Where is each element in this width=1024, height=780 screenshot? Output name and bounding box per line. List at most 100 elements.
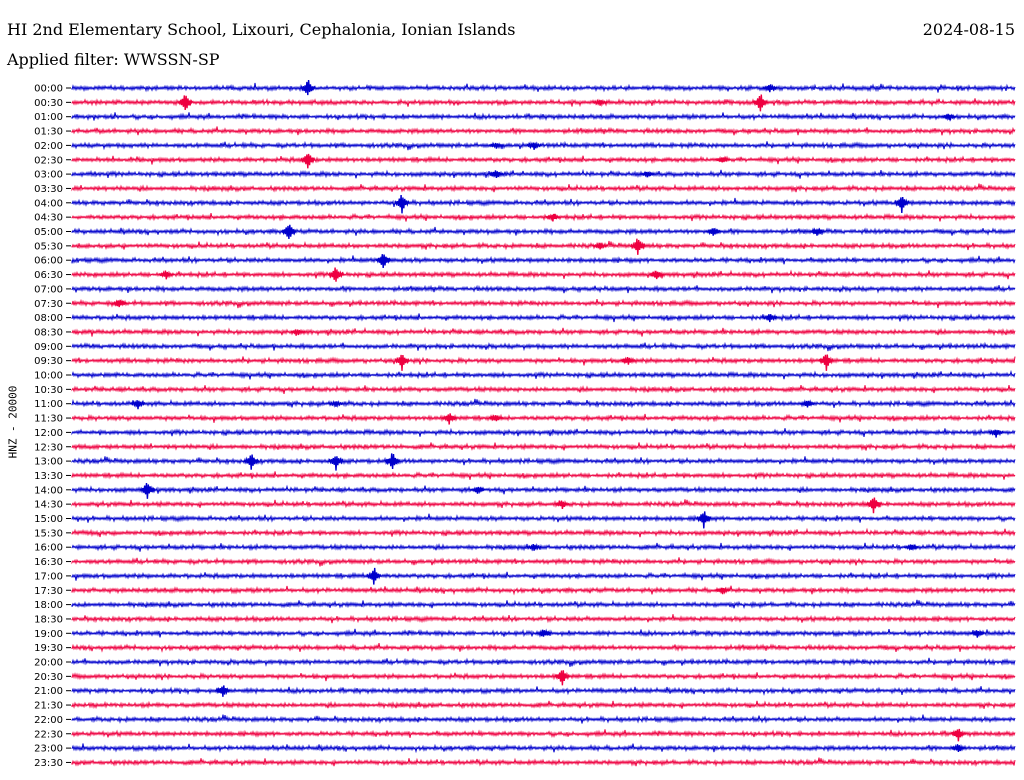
time-label: 17:30: [34, 586, 63, 597]
time-label: 08:30: [34, 327, 63, 338]
trace-group: 00:00 00:30 01:00 01:30 02:00 02:30 03:00 03:30…: [34, 79, 1016, 769]
trace-line: [71, 456, 1016, 466]
seismic-event: [290, 328, 306, 337]
seismic-event: [139, 483, 156, 499]
seismic-event: [535, 628, 552, 637]
seismic-event: [545, 213, 561, 222]
seismic-event: [394, 354, 410, 371]
seismic-event: [762, 83, 778, 93]
trace-line: [71, 284, 1016, 294]
seismic-event: [950, 728, 967, 742]
time-label: 01:00: [34, 112, 63, 123]
trace-line: [71, 513, 1016, 523]
seismic-event: [903, 543, 919, 552]
time-label: 02:00: [34, 141, 63, 152]
seismic-event: [554, 670, 571, 686]
trace-line: [71, 82, 1016, 93]
seismic-event: [941, 113, 957, 122]
trace-line: [71, 643, 1016, 653]
time-label: 13:30: [34, 471, 63, 482]
time-label: 13:00: [34, 457, 63, 468]
trace-line: [71, 255, 1016, 265]
trace-line: [71, 226, 1016, 237]
seismic-event: [328, 267, 344, 282]
seismic-event: [799, 399, 816, 408]
time-label: 08:00: [34, 313, 63, 324]
seismic-event: [809, 227, 825, 236]
time-label: 22:30: [34, 729, 63, 740]
seismic-event: [281, 224, 297, 240]
time-label: 21:30: [34, 701, 63, 712]
time-label: 20:30: [34, 672, 63, 683]
time-label: 18:30: [34, 614, 63, 625]
seismic-event: [243, 454, 260, 470]
trace-line: [71, 183, 1016, 193]
seismic-event: [950, 743, 967, 752]
trace-line: [71, 298, 1016, 309]
trace-line: [71, 384, 1016, 394]
trace-line: [71, 672, 1016, 682]
seismic-event: [715, 586, 731, 595]
time-label: 03:30: [34, 184, 63, 195]
seismic-event: [592, 242, 608, 250]
trace-line: [71, 686, 1016, 696]
seismic-event: [762, 314, 778, 323]
trace-line: [71, 614, 1016, 624]
seismic-event: [554, 499, 571, 509]
trace-line: [71, 269, 1016, 280]
trace-line: [71, 571, 1016, 581]
time-label: 00:30: [34, 98, 63, 109]
seismic-event: [299, 153, 316, 169]
trace-line: [71, 413, 1016, 423]
time-label: 02:30: [34, 155, 63, 166]
trace-line: [71, 441, 1016, 452]
trace-line: [71, 427, 1016, 437]
time-label: 16:00: [34, 543, 63, 554]
time-label: 11:00: [34, 399, 63, 410]
seismic-event: [177, 95, 194, 110]
time-label: 12:30: [34, 442, 63, 453]
time-label: 14:30: [34, 500, 63, 511]
trace-line: [71, 313, 1016, 323]
time-label: 05:00: [34, 227, 63, 238]
trace-line: [71, 757, 1016, 767]
trace-line: [71, 743, 1016, 754]
time-label: 12:00: [34, 428, 63, 439]
seismic-event: [526, 543, 542, 552]
trace-line: [71, 140, 1016, 151]
trace-line: [71, 599, 1016, 610]
record-date: 2024-08-15: [922, 20, 1015, 39]
trace-line: [71, 714, 1016, 724]
seismic-event: [705, 227, 721, 236]
time-label: 17:00: [34, 571, 63, 582]
time-label: 07:00: [34, 284, 63, 295]
trace-line: [71, 527, 1016, 538]
trace-line: [71, 369, 1016, 380]
time-label: 09:30: [34, 356, 63, 367]
seismic-event: [158, 270, 174, 280]
seismic-event: [818, 354, 835, 371]
time-label: 18:00: [34, 600, 63, 611]
trace-line: [71, 341, 1016, 352]
trace-line: [71, 168, 1016, 179]
trace-line: [71, 657, 1016, 667]
seismic-event: [469, 486, 486, 495]
seismic-event: [969, 629, 985, 638]
trace-line: [71, 212, 1016, 222]
trace-line: [71, 484, 1016, 495]
time-label: 05:30: [34, 241, 63, 252]
time-label: 04:00: [34, 198, 63, 209]
seismic-event: [384, 453, 401, 470]
time-label: 23:00: [34, 744, 63, 755]
trace-line: [71, 557, 1016, 567]
trace-line: [71, 356, 1016, 366]
trace-line: [71, 499, 1016, 509]
seismic-event: [629, 238, 646, 255]
seismic-event: [441, 413, 457, 425]
seismic-event: [592, 98, 608, 107]
seismic-event: [649, 270, 665, 280]
time-label: 07:30: [34, 299, 63, 310]
time-label: 23:30: [34, 758, 63, 769]
trace-line: [71, 398, 1016, 409]
